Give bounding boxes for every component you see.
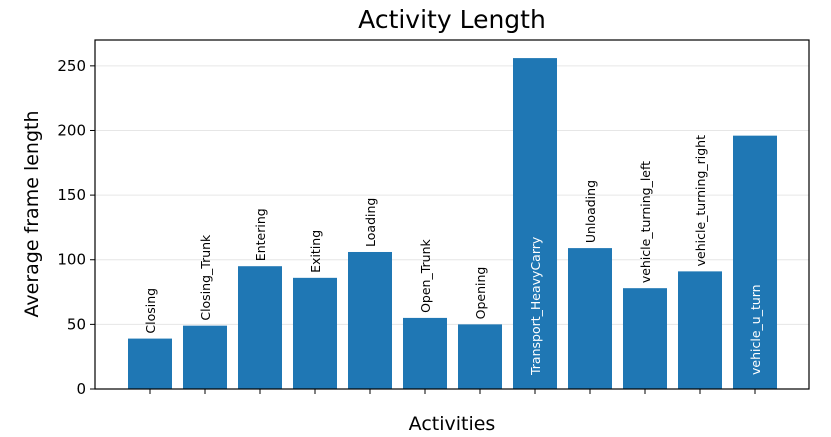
bar	[348, 251, 392, 389]
bar	[293, 277, 337, 389]
bar	[458, 324, 502, 389]
bar-label: Open_Trunk	[418, 238, 433, 312]
bar-label: Exiting	[308, 230, 323, 273]
bar	[513, 58, 557, 390]
plot-frame	[94, 39, 810, 390]
chart-title: Activity Length	[358, 5, 546, 34]
bar	[238, 266, 282, 389]
y-axis: 0 50 100 150 200 250	[57, 57, 95, 398]
x-axis-title: Activities	[409, 413, 496, 435]
bar	[128, 338, 172, 389]
bar	[568, 248, 612, 389]
y-tick-label: 0	[76, 380, 86, 398]
bar-label: Entering	[253, 208, 268, 261]
bar-label: Closing_Trunk	[198, 234, 213, 321]
y-tick-label: 50	[67, 315, 86, 333]
bar-label: Transport_HeavyCarry	[528, 236, 543, 376]
bar	[678, 271, 722, 389]
y-tick-label: 250	[57, 57, 86, 75]
bar-label: Loading	[363, 198, 378, 247]
bar-label: vehicle_turning_left	[638, 161, 653, 283]
bars-group	[128, 58, 777, 390]
bar-label: Closing	[143, 288, 158, 334]
bar	[733, 135, 777, 389]
y-tick-label: 150	[57, 186, 86, 204]
y-tick-label: 100	[57, 251, 86, 269]
bar	[403, 317, 447, 389]
bar-label: vehicle_u_turn	[748, 284, 763, 375]
bar-labels-group: Closing Closing_Trunk Entering Exiting Loadi…	[143, 135, 763, 376]
y-tick-label: 200	[57, 121, 86, 139]
y-axis-title: Average frame length	[21, 110, 43, 317]
bar-label: Opening	[473, 267, 488, 320]
bar	[623, 288, 667, 389]
bar	[183, 325, 227, 389]
bar-label: vehicle_turning_right	[693, 135, 708, 266]
bar-label: Unloading	[583, 180, 598, 243]
x-axis	[149, 389, 756, 394]
